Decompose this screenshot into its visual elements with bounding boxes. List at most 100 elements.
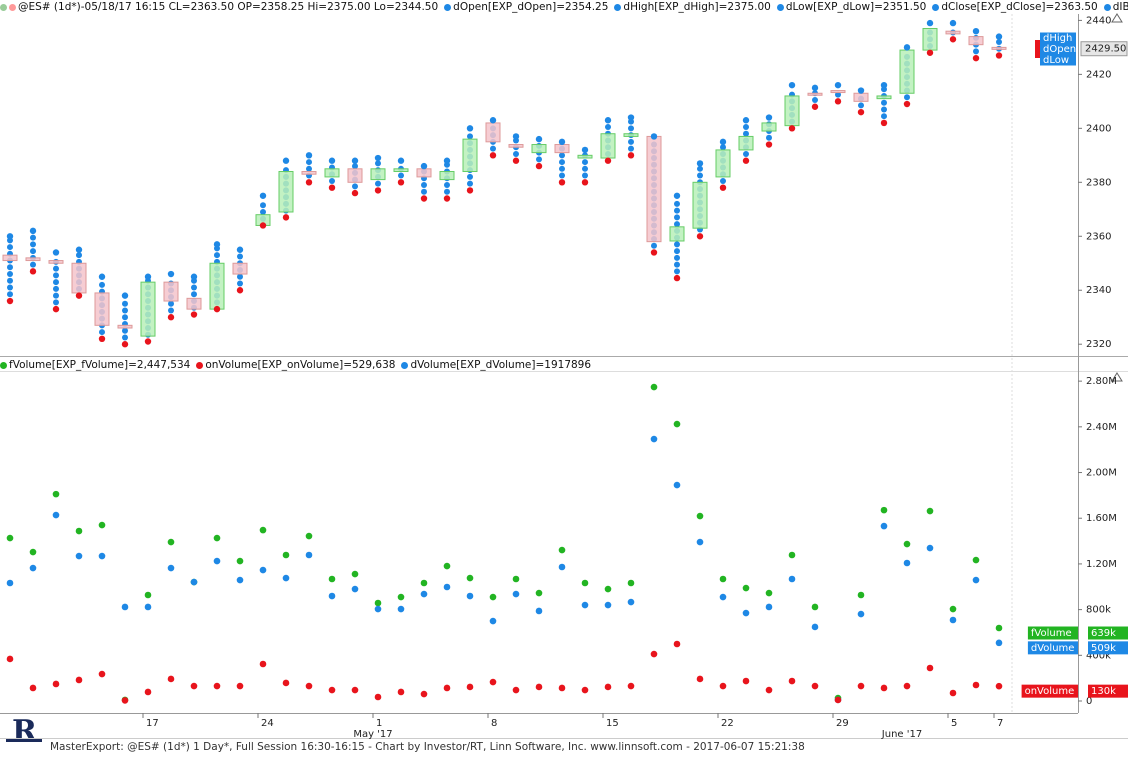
volume-point — [259, 566, 267, 574]
high-dot — [903, 44, 911, 51]
candle-body — [945, 30, 961, 35]
price-dot — [99, 329, 105, 336]
y-tick-label: 2420 — [1086, 69, 1111, 80]
candle-body — [600, 133, 616, 159]
high-dot — [512, 133, 520, 140]
x-tick-label: 15 — [606, 718, 619, 729]
price-dot — [743, 123, 749, 130]
price-dot — [674, 254, 680, 261]
legend-dot — [444, 3, 452, 11]
price-dot — [237, 273, 243, 280]
candle-body — [347, 168, 363, 183]
volume-point — [466, 592, 474, 600]
x-tick-label: 22 — [721, 718, 734, 729]
volume-point — [167, 538, 175, 546]
low-dot — [236, 287, 244, 294]
last-value-label: 639k — [1091, 628, 1116, 639]
price-dot — [444, 182, 450, 188]
price-dot — [122, 307, 128, 314]
volume-point — [98, 670, 106, 678]
price-dot — [421, 182, 427, 188]
low-dot — [604, 157, 612, 164]
low-dot — [788, 125, 796, 132]
legend-text: dOpen[EXP_dOpen]=2354.25 — [453, 1, 609, 13]
volume-point — [213, 682, 221, 690]
volume-point — [673, 481, 681, 489]
price-dot — [260, 208, 266, 215]
volume-point — [673, 640, 681, 648]
volume-point — [351, 686, 359, 694]
candle-body — [140, 281, 156, 337]
legend-dot — [932, 3, 940, 11]
candle-body — [922, 27, 938, 51]
candle-body — [186, 297, 202, 310]
high-dot — [29, 227, 37, 235]
price-dot — [122, 334, 128, 341]
volume-point — [397, 605, 405, 613]
low-dot — [144, 338, 152, 345]
price-dot — [306, 159, 312, 166]
price-dot — [191, 291, 197, 298]
volume-point — [374, 693, 382, 701]
price-dot — [7, 244, 13, 251]
candle-body — [324, 168, 340, 178]
volume-point — [512, 686, 520, 694]
price-dot — [53, 299, 59, 306]
scroll-arrow[interactable] — [1111, 13, 1123, 382]
high-dot — [305, 152, 313, 159]
price-dot — [513, 150, 519, 157]
candle-body — [669, 226, 685, 242]
volume-point — [282, 551, 290, 559]
volume-point — [52, 511, 60, 519]
high-dot — [719, 138, 727, 146]
high-dot — [351, 157, 359, 164]
volume-point — [880, 684, 888, 692]
high-dot — [213, 241, 221, 248]
x-tick-label: 1 — [376, 718, 382, 729]
last-price-label: 2429.50 — [1085, 44, 1126, 55]
volume-point — [443, 684, 451, 692]
candle-body — [163, 281, 179, 302]
y-tick-label: 1.20M — [1086, 559, 1117, 570]
candle-body — [738, 135, 754, 151]
volume-point — [788, 575, 796, 583]
volume-point — [98, 552, 106, 560]
volume-point — [742, 609, 750, 617]
candle-body — [991, 46, 1007, 50]
series-tag: dVolume — [1031, 643, 1075, 654]
candle-body — [531, 144, 547, 154]
volume-point — [236, 682, 244, 690]
high-dot — [121, 292, 129, 299]
candle-body — [393, 168, 409, 173]
price-dot — [375, 180, 381, 187]
x-tick-label: 17 — [146, 718, 159, 729]
low-dot — [351, 189, 359, 197]
volume-point — [972, 681, 980, 689]
high-dot — [328, 157, 336, 164]
volume-point — [328, 575, 336, 583]
volume-point — [949, 616, 957, 624]
x-tick-label: 24 — [261, 718, 274, 729]
volume-point — [650, 435, 658, 443]
low-dot — [880, 119, 888, 127]
price-dot — [467, 173, 473, 180]
tag-box — [1040, 32, 1076, 44]
price-dot — [559, 159, 565, 166]
volume-point — [29, 684, 37, 692]
legend-dot — [614, 3, 622, 11]
volume-point — [535, 683, 543, 691]
series-tag: fVolume — [1031, 628, 1072, 639]
volume-point — [926, 507, 934, 515]
high-dot — [581, 146, 589, 154]
high-dot — [374, 154, 382, 162]
low-dot — [857, 108, 865, 116]
price-dot — [444, 188, 450, 195]
volume-point — [443, 583, 451, 591]
volume-point — [259, 526, 267, 534]
price-dot — [674, 221, 680, 228]
volume-point — [236, 576, 244, 584]
low-dot — [719, 184, 727, 191]
volume-point — [696, 675, 704, 683]
candle-body — [508, 144, 524, 148]
